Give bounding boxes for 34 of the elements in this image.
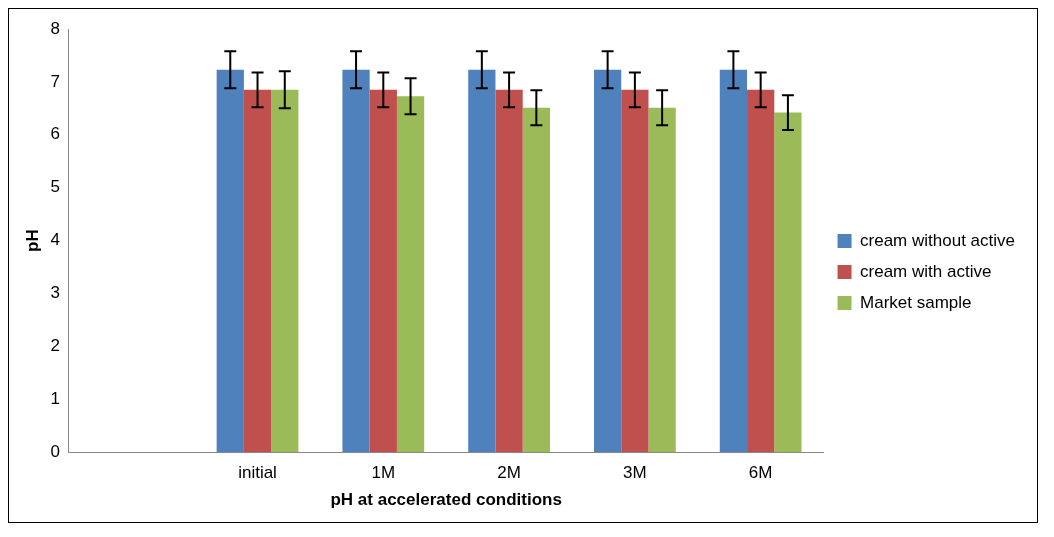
bar <box>522 107 550 453</box>
legend-label: Market sample <box>860 292 972 312</box>
bar <box>747 89 775 453</box>
y-tick-label: 3 <box>50 283 60 303</box>
x-tick-label: 3M <box>623 463 647 483</box>
bar <box>369 89 397 453</box>
x-tick-label: 2M <box>497 463 521 483</box>
legend-label: cream without active <box>860 230 1015 250</box>
y-tick-label: 7 <box>50 71 60 91</box>
x-axis-title: pH at accelerated conditions <box>330 490 562 510</box>
bar <box>243 89 272 453</box>
bar <box>216 69 244 453</box>
x-tick-label: 6M <box>748 463 773 483</box>
bar <box>719 69 748 453</box>
y-tick-label: 6 <box>50 124 60 144</box>
bar <box>774 112 802 453</box>
y-tick-label: 2 <box>50 336 60 356</box>
y-tick-label: 8 <box>50 18 60 38</box>
bar <box>271 89 299 453</box>
y-axis-title: pH <box>22 229 42 252</box>
y-tick-label: 0 <box>50 441 60 461</box>
legend-label: cream with active <box>860 261 992 281</box>
bar <box>648 107 676 453</box>
y-tick-label: 4 <box>50 230 60 250</box>
bar <box>594 69 622 453</box>
bar <box>342 69 370 453</box>
bar <box>468 69 496 453</box>
bar <box>495 89 523 453</box>
y-tick-label: 5 <box>50 177 60 197</box>
y-tick-label: 1 <box>50 388 60 408</box>
bar <box>396 96 425 453</box>
x-tick-label: 1M <box>371 463 396 483</box>
bar <box>621 89 649 453</box>
x-tick-label: initial <box>238 463 277 483</box>
